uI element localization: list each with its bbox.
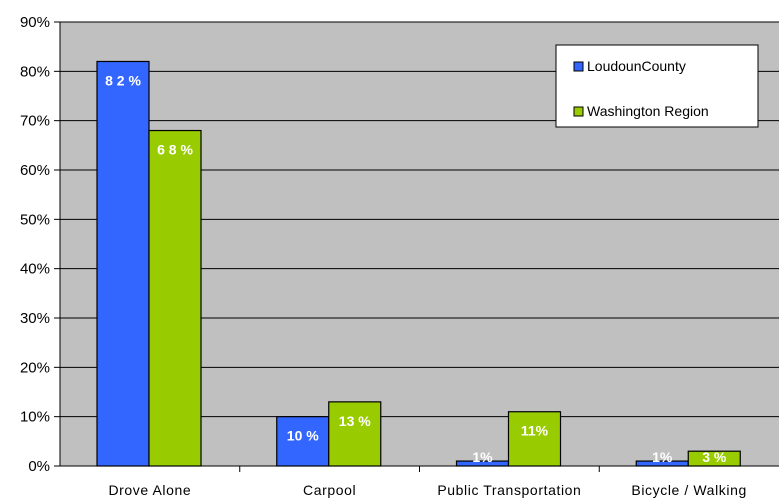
y-tick-label: 10% (20, 409, 50, 426)
bar (96, 60, 150, 467)
x-category-label: Public Transportation (437, 482, 581, 498)
data-label: 6 8 % (157, 142, 193, 158)
legend-swatch (573, 106, 584, 117)
y-tick-labels: 0% 10% 20% 30% 40% 50% 60% 70% 80% 90% (20, 14, 50, 475)
x-category-label: Carpool (303, 482, 356, 498)
bar (507, 411, 562, 467)
data-label: 11% (521, 423, 549, 439)
x-category-label: Bicycle / Walking (631, 482, 747, 498)
bar (328, 401, 382, 467)
y-tick-label: 70% (20, 113, 50, 130)
y-tick-label: 0% (28, 458, 50, 475)
y-tick-label: 30% (20, 310, 50, 327)
legend: LoudounCounty Washington Region (555, 44, 759, 128)
y-tick-label: 90% (20, 14, 50, 31)
data-label: 3 % (702, 449, 727, 465)
y-tick-label: 40% (20, 261, 50, 278)
y-tick-label: 50% (20, 211, 50, 228)
data-label: 8 2 % (105, 72, 141, 88)
data-label: 13 % (339, 413, 371, 429)
data-label: 1% (472, 449, 493, 465)
y-tick-label: 80% (20, 63, 50, 80)
x-category-labels: Drove Alone Carpool Public Transportation B… (108, 482, 746, 498)
legend-box (555, 44, 759, 128)
data-label: 1% (652, 449, 673, 465)
x-category-label: Drove Alone (108, 482, 191, 498)
y-tick-label: 60% (20, 162, 50, 179)
legend-label: LoudounCounty (587, 58, 686, 74)
data-labels: 8 2 % 6 8 % 10 % 13 % 1% 11% 1% 3 % (105, 72, 727, 465)
data-label: 10 % (287, 428, 319, 444)
legend-label: Washington Region (587, 103, 709, 119)
axes (54, 21, 779, 472)
y-tick-label: 20% (20, 359, 50, 376)
bar (148, 129, 202, 467)
legend-swatch (573, 61, 584, 72)
bars (96, 60, 741, 467)
